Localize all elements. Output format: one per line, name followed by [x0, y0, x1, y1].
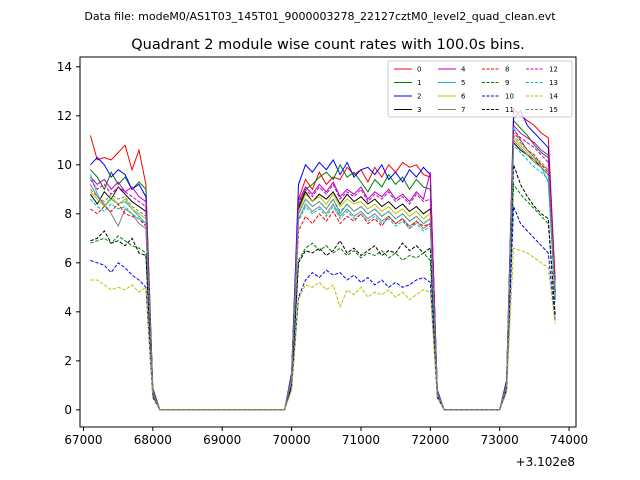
legend-label-14: 14: [549, 93, 558, 101]
y-tick-label: 10: [57, 158, 72, 172]
series-line-0: [89, 107, 556, 411]
legend-label-2: 2: [417, 93, 421, 101]
x-tick-label: 72000: [411, 433, 449, 447]
chart-title: Quadrant 2 module wise count rates with …: [131, 37, 525, 53]
series-line-5: [89, 126, 556, 411]
data-file-caption: Data file: modeM0/AS1T03_145T01_90000032…: [84, 10, 556, 23]
y-tick-label: 4: [64, 305, 72, 319]
y-tick-label: 8: [64, 207, 72, 221]
legend-label-1: 1: [417, 79, 421, 87]
series-line-7: [89, 139, 556, 411]
x-tick-label: 68000: [134, 433, 172, 447]
legend-label-3: 3: [417, 106, 421, 114]
legend-label-4: 4: [461, 66, 466, 74]
legend-label-5: 5: [461, 79, 465, 87]
legend-label-0: 0: [417, 66, 421, 74]
x-tick-label: 74000: [550, 433, 588, 447]
y-tick-label: 14: [57, 60, 72, 74]
series-line-10: [90, 206, 556, 411]
legend-label-15: 15: [549, 106, 558, 114]
plot-frame: [79, 56, 577, 428]
y-tick-label: 6: [64, 256, 72, 270]
series-line-12: [89, 129, 556, 411]
series-line-13: [90, 143, 556, 411]
series-line-3: [89, 141, 556, 411]
legend-label-7: 7: [461, 106, 465, 114]
series-line-1: [90, 119, 556, 411]
legend-label-11: 11: [505, 106, 514, 114]
series-line-2: [90, 110, 556, 411]
legend-box: [387, 60, 573, 118]
series-line-11: [90, 164, 556, 411]
legend-label-8: 8: [505, 66, 509, 74]
x-tick-label: 73000: [481, 433, 519, 447]
x-tick-label: 71000: [342, 433, 380, 447]
legend-label-12: 12: [549, 66, 558, 74]
x-offset-label: +3.102e8: [516, 455, 575, 469]
y-tick-label: 2: [64, 354, 72, 368]
x-tick-label: 69000: [203, 433, 241, 447]
plot-layer: 67000 68000 69000 70000 71000 72000 73000 74000…: [57, 56, 588, 447]
series-line-14: [90, 247, 556, 411]
x-tick-label: 70000: [272, 433, 310, 447]
legend-label-13: 13: [549, 79, 558, 87]
series-line-15: [90, 134, 556, 411]
y-tick-label: 0: [64, 403, 72, 417]
x-tick-label: 67000: [64, 433, 102, 447]
legend-label-10: 10: [505, 93, 514, 101]
y-tick-label: 12: [57, 109, 72, 123]
legend-label-6: 6: [461, 93, 466, 101]
series-line-4: [90, 124, 556, 411]
legend-label-9: 9: [505, 79, 509, 87]
